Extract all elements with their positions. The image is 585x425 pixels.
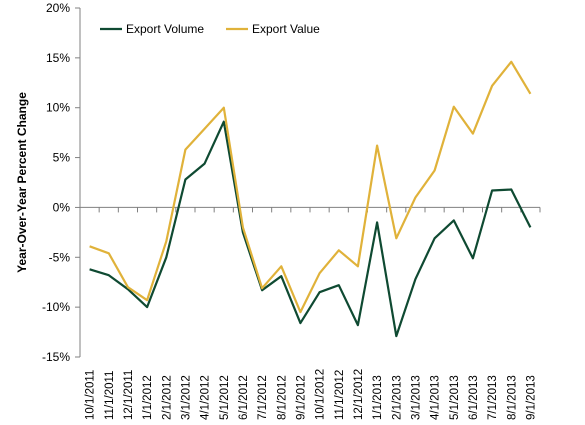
axes xyxy=(75,7,541,358)
x-tick-label: 9/1/2013 xyxy=(525,375,537,420)
x-tick-label: 5/1/2013 xyxy=(449,375,461,420)
x-tick-label: 7/1/2012 xyxy=(257,375,269,420)
y-tick-label: 20% xyxy=(46,1,70,15)
y-tick-label: 15% xyxy=(46,51,70,65)
x-tick-label: 9/1/2012 xyxy=(295,375,307,420)
x-tick-label: 1/1/2012 xyxy=(142,375,154,420)
x-tick-label: 3/1/2013 xyxy=(410,375,422,420)
y-tick-label: -10% xyxy=(42,300,70,314)
y-axis-label: Year-Over-Year Percent Change xyxy=(15,92,29,273)
x-tick-label: 6/1/2012 xyxy=(238,375,250,420)
x-tick-label: 7/1/2013 xyxy=(487,375,499,420)
x-tick-labels: 10/1/2011 11/1/2011 12/1/2011 1/1/2012 2/1/2… xyxy=(85,369,538,420)
y-tick-labels: -15% -10% -5% 0% 5% 10% 15% 20% xyxy=(42,1,70,364)
series-line-export-value xyxy=(89,60,532,314)
x-tick-label: 5/1/2012 xyxy=(219,375,231,420)
series-lines xyxy=(89,60,532,338)
x-tick-label: 11/1/2012 xyxy=(334,370,346,420)
x-tick-label: 11/1/2011 xyxy=(104,371,116,420)
y-tick-label: -15% xyxy=(42,350,70,364)
y-tick-label: 0% xyxy=(53,200,71,214)
x-tick-label: 12/1/2011 xyxy=(123,370,135,420)
y-tick-label: -5% xyxy=(49,250,71,264)
y-tick-label: 10% xyxy=(46,101,70,115)
series-line-export-volume xyxy=(89,120,532,338)
x-tick-label: 4/1/2012 xyxy=(200,375,212,420)
x-tick-label: 6/1/2013 xyxy=(468,375,480,420)
x-tick-label: 10/1/2011 xyxy=(85,370,97,420)
legend-label-export-value: Export Value xyxy=(252,22,320,36)
x-tick-label: 3/1/2012 xyxy=(180,375,192,420)
x-tick-label: 2/1/2012 xyxy=(161,375,173,420)
x-tick-label: 12/1/2012 xyxy=(353,369,365,420)
x-tick-label: 4/1/2013 xyxy=(430,375,442,420)
legend-label-export-volume: Export Volume xyxy=(126,22,204,36)
x-tick-label: 2/1/2013 xyxy=(391,375,403,420)
x-tick-label: 8/1/2013 xyxy=(506,375,518,420)
x-tick-label: 8/1/2012 xyxy=(276,375,288,420)
x-tick-label: 10/1/2012 xyxy=(315,369,327,420)
y-tick-label: 5% xyxy=(53,151,71,165)
legend: Export Volume Export Value xyxy=(100,22,320,36)
x-tick-label: 1/1/2013 xyxy=(372,375,384,420)
